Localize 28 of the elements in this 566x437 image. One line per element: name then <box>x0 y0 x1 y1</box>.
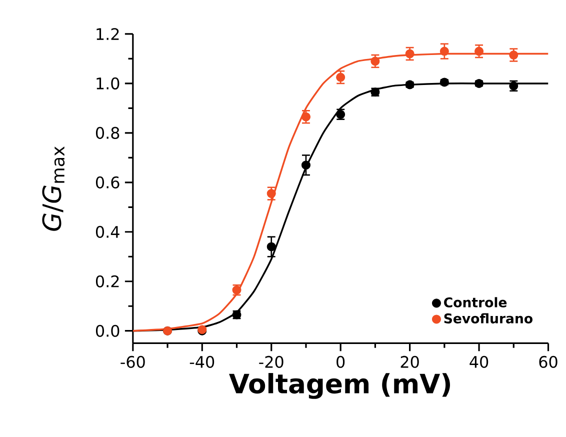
x-tick-label: -20 <box>259 356 284 368</box>
x-tick-label: 60 <box>539 356 558 368</box>
point <box>405 49 414 58</box>
y-tick-label: 0.6 <box>96 176 120 188</box>
point <box>509 50 518 60</box>
point <box>440 46 449 56</box>
legend-label: Sevoflurano <box>444 313 532 324</box>
y-tick-label: 0.2 <box>96 275 119 288</box>
point <box>301 160 310 170</box>
y-tick-label: 0.8 <box>96 126 120 139</box>
y-tick-label: 0.0 <box>96 324 120 337</box>
point <box>336 72 346 82</box>
y-axis-title: G/G$_{max}$ <box>42 146 65 231</box>
y-tick-label: 0.4 <box>96 226 120 238</box>
point <box>266 242 276 252</box>
point <box>301 112 310 122</box>
y-tick-label: 1.0 <box>96 77 120 90</box>
legend-label: Controle <box>444 297 507 308</box>
x-tick-label: 20 <box>400 356 419 368</box>
x-tick-label: 0 <box>336 356 345 368</box>
x-tick-label: -60 <box>120 356 145 368</box>
point <box>474 46 484 56</box>
y-tick-label: 1.2 <box>96 28 119 40</box>
x-tick-label: 40 <box>470 356 488 368</box>
x-axis-title: Voltagem (mV) <box>229 372 450 399</box>
point <box>370 56 380 66</box>
point <box>266 188 276 198</box>
x-tick-label: -40 <box>190 356 214 368</box>
